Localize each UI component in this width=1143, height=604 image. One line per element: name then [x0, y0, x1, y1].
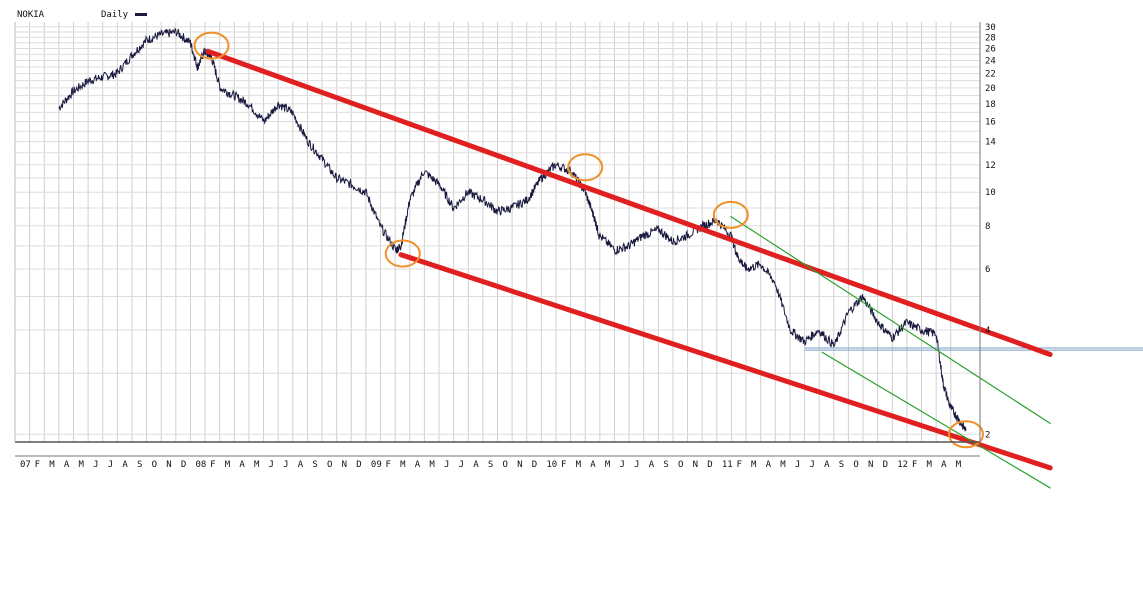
x-tick-label: O [327, 460, 332, 470]
x-tick-label: J [444, 460, 449, 470]
x-tick-label: D [707, 460, 712, 470]
y-tick-label: 6 [985, 265, 990, 275]
x-tick-label: A [649, 460, 655, 470]
x-tick-label: J [269, 460, 274, 470]
x-tick-label: 09 [371, 460, 382, 470]
x-tick-label: D [356, 460, 361, 470]
x-tick-label: M [927, 460, 933, 470]
x-tick-label: N [517, 460, 522, 470]
x-tick-label: J [93, 460, 98, 470]
y-tick-label: 16 [985, 117, 996, 127]
x-tick-label: M [780, 460, 786, 470]
x-tick-label: 08 [195, 460, 206, 470]
x-tick-label: S [839, 460, 844, 470]
legend-swatch [135, 13, 147, 16]
x-tick-label: 12 [897, 460, 908, 470]
y-tick-label: 26 [985, 44, 996, 54]
highlight-circle [193, 31, 230, 60]
y-tick-label: 8 [985, 222, 990, 232]
channel-trend-line [398, 252, 1053, 471]
x-tick-label: M [78, 460, 84, 470]
x-tick-label: D [532, 460, 537, 470]
x-tick-label: D [181, 460, 186, 470]
x-tick-label: M [49, 460, 55, 470]
grid [14, 22, 980, 442]
x-tick-label: S [137, 460, 142, 470]
x-tick-label: A [824, 460, 830, 470]
x-tick-label: F [736, 460, 741, 470]
chart-header: NOKIA Daily [17, 10, 147, 20]
x-tick-label: F [210, 460, 215, 470]
channel-trend-line [205, 48, 1053, 357]
x-tick-label: M [254, 460, 260, 470]
x-tick-label: N [342, 460, 347, 470]
x-tick-label: N [166, 460, 171, 470]
wedge-trend-line [730, 216, 1051, 425]
axes: 07 F M A M J J A S O N D 08 F M A M J J A S O N D 09 F M A M J J A S O N D 1… [14, 22, 996, 470]
x-tick-label: N [693, 460, 698, 470]
x-tick-label: M [956, 460, 962, 470]
x-tick-label: J [459, 460, 464, 470]
x-tick-label: S [488, 460, 493, 470]
x-tick-label: N [868, 460, 873, 470]
x-tick-label: 11 [722, 460, 733, 470]
highlight-circle [384, 239, 421, 268]
x-tick-label: A [590, 460, 596, 470]
y-tick-label: 2 [985, 430, 990, 440]
x-tick-label: A [122, 460, 128, 470]
y-tick-label: 20 [985, 84, 996, 94]
chart-title: NOKIA [17, 10, 45, 20]
y-tick-label: 12 [985, 161, 996, 171]
x-tick-label: J [619, 460, 624, 470]
x-tick-label: O [678, 460, 683, 470]
x-tick-label: M [605, 460, 611, 470]
y-tick-label: 18 [985, 100, 996, 110]
x-tick-label: O [152, 460, 157, 470]
annotations [193, 31, 1143, 489]
x-tick-label: F [386, 460, 391, 470]
x-tick-label: F [561, 460, 566, 470]
y-tick-label: 22 [985, 70, 996, 80]
x-tick-label: A [941, 460, 947, 470]
x-tick-label: J [795, 460, 800, 470]
highlight-circle [712, 200, 749, 229]
y-tick-label: 10 [985, 188, 996, 198]
wedge-trend-line [821, 351, 1051, 489]
x-tick-label: S [312, 460, 317, 470]
x-tick-label: 10 [546, 460, 557, 470]
x-tick-label: J [283, 460, 288, 470]
x-tick-label: S [663, 460, 668, 470]
y-tick-label: 14 [985, 138, 996, 148]
highlight-circle [567, 153, 604, 182]
highlight-circle [947, 420, 984, 449]
x-tick-label: 07 [20, 460, 31, 470]
x-tick-label: A [415, 460, 421, 470]
x-tick-label: A [64, 460, 70, 470]
x-tick-label: O [853, 460, 858, 470]
x-tick-label: F [912, 460, 917, 470]
x-tick-label: J [108, 460, 113, 470]
y-tick-label: 28 [985, 33, 996, 43]
x-tick-label: M [429, 460, 435, 470]
x-tick-label: A [298, 460, 304, 470]
y-tick-label: 24 [985, 56, 996, 66]
x-tick-label: A [766, 460, 772, 470]
x-tick-label: A [473, 460, 479, 470]
x-tick-label: D [883, 460, 888, 470]
x-tick-label: A [239, 460, 245, 470]
x-tick-label: J [634, 460, 639, 470]
y-tick-label: 30 [985, 23, 996, 33]
x-tick-label: F [35, 460, 40, 470]
x-tick-label: O [503, 460, 508, 470]
x-tick-label: M [576, 460, 582, 470]
x-tick-label: M [751, 460, 757, 470]
y-tick-label: 4 [985, 326, 990, 336]
x-tick-label: J [810, 460, 815, 470]
x-tick-label: M [400, 460, 406, 470]
x-tick-label: M [225, 460, 231, 470]
legend-series-label: Daily [101, 10, 129, 20]
